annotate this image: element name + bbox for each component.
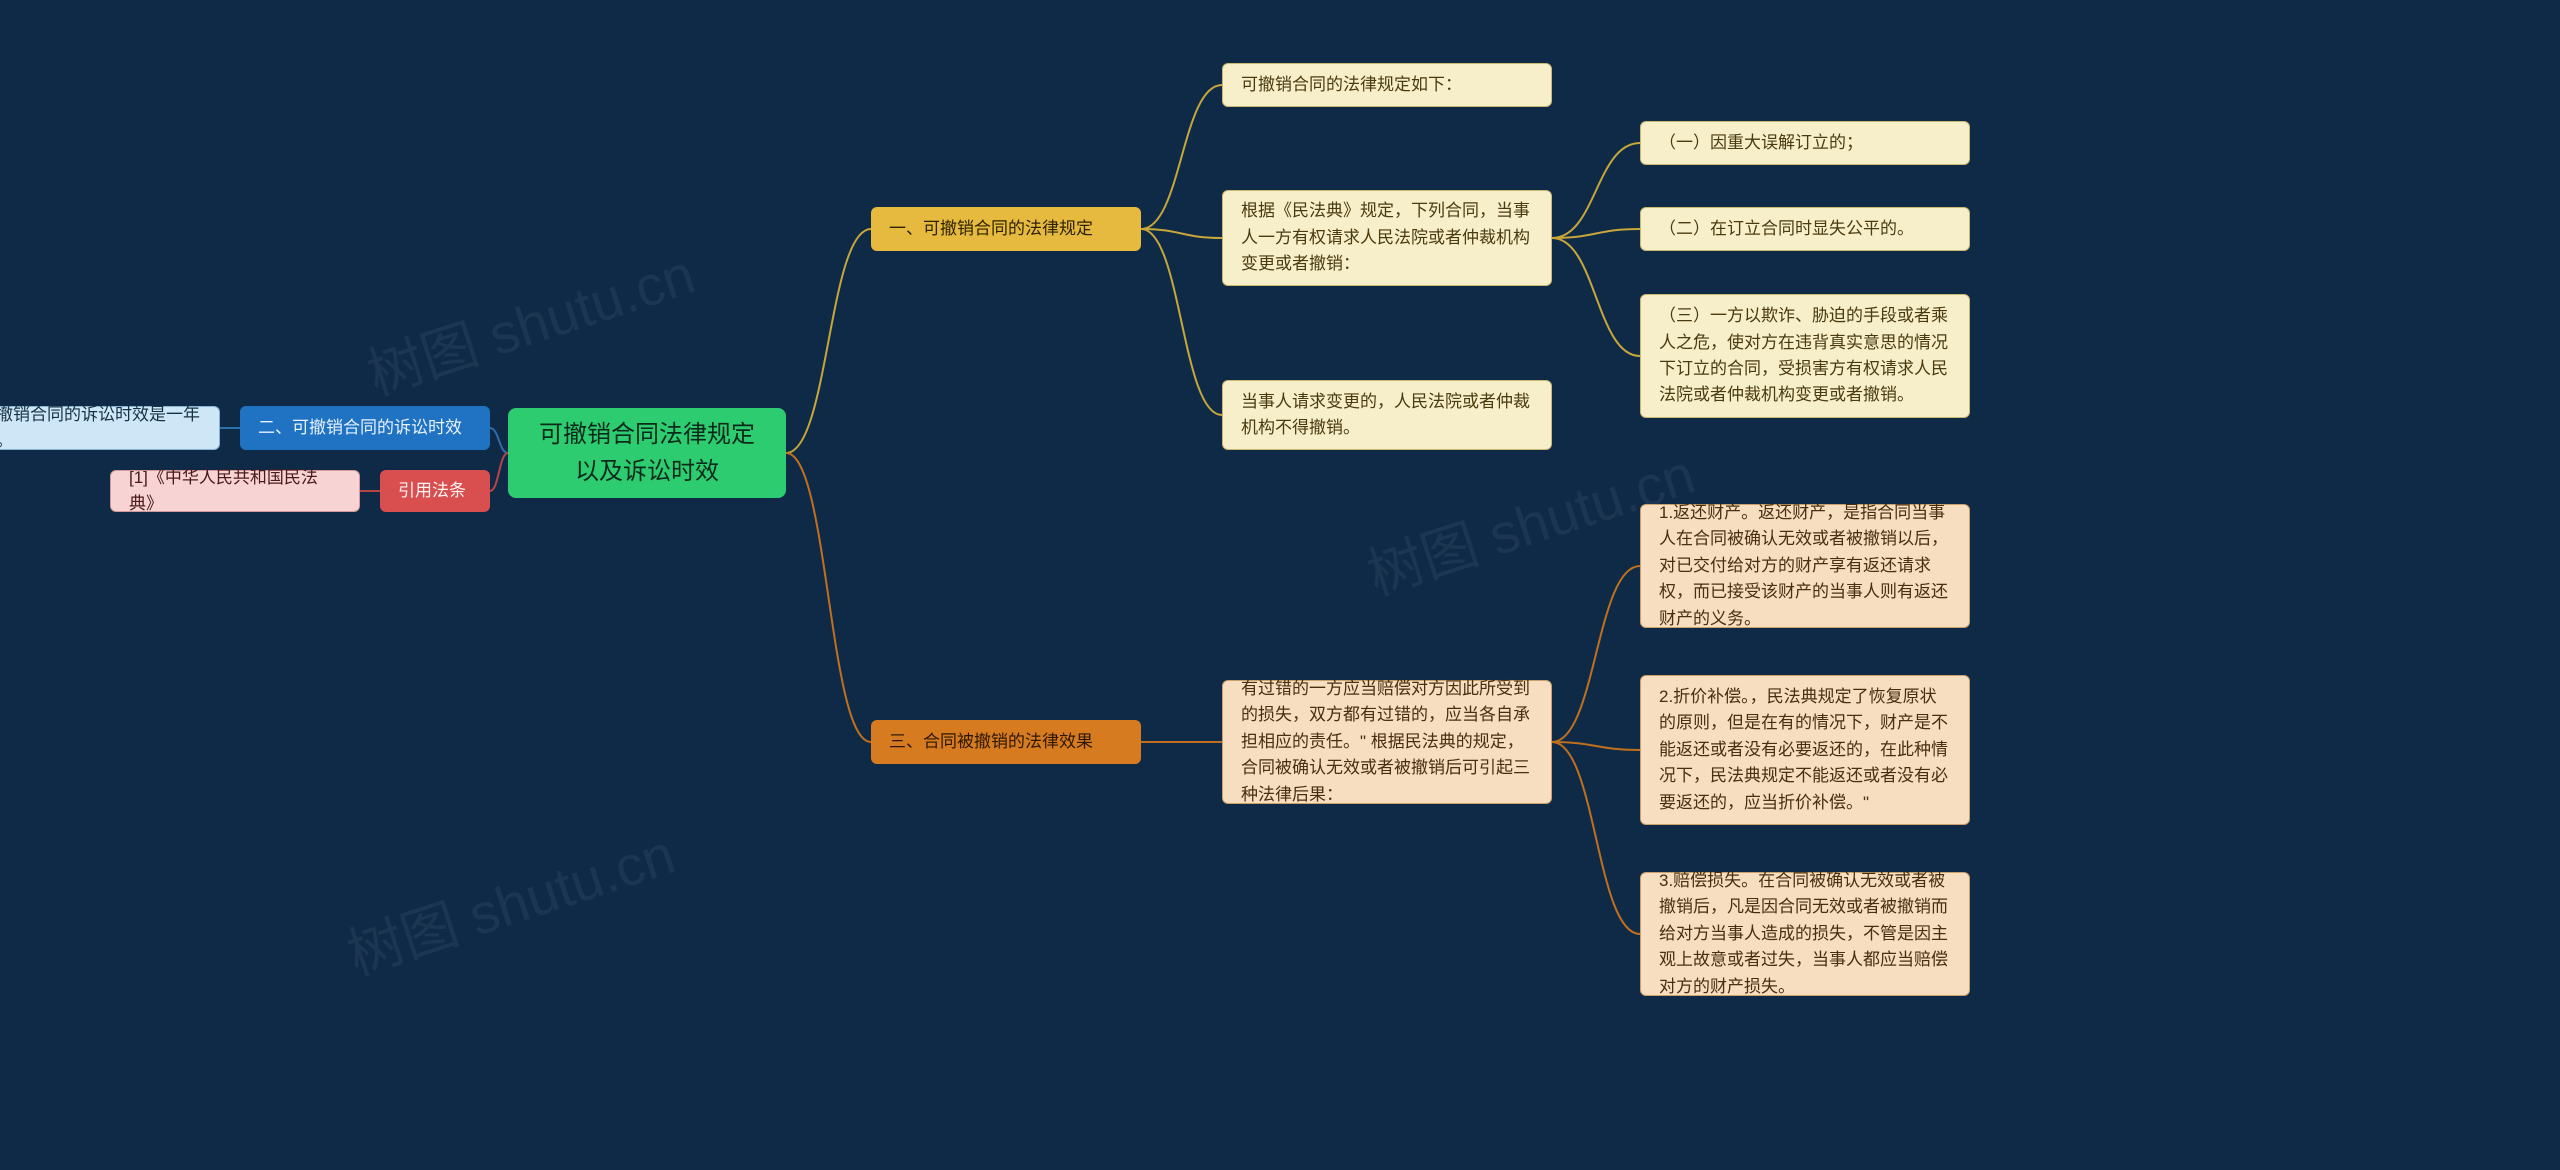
leaf-b3a2[interactable]: 2.折价补偿。，民法典规定了恢复原状的原则，但是在有的情况下，财产是不能返还或者… — [1640, 675, 1970, 825]
watermark: 树图 shutu.cn — [336, 810, 684, 992]
leaf-b3a3-label: 3.赔偿损失。在合同被确认无效或者被撤销后，凡是因合同无效或者被撤销而给对方当事… — [1659, 868, 1951, 1000]
leaf-b1c[interactable]: 当事人请求变更的，人民法院或者仲裁机构不得撤销。 — [1222, 380, 1552, 450]
leaf-b1b-label: 根据《民法典》规定，下列合同，当事人一方有权请求人民法院或者仲裁机构变更或者撤销… — [1241, 198, 1533, 277]
leaf-b1b[interactable]: 根据《民法典》规定，下列合同，当事人一方有权请求人民法院或者仲裁机构变更或者撤销… — [1222, 190, 1552, 286]
branch-1[interactable]: 一、可撤销合同的法律规定 — [871, 207, 1141, 251]
leaf-b3a1-label: 1.返还财产。返还财产，是指合同当事人在合同被确认无效或者被撤销以后，对已交付给… — [1659, 500, 1951, 632]
leaf-b1b3[interactable]: （三）一方以欺诈、胁迫的手段或者乘人之危，使对方在违背真实意思的情况下订立的合同… — [1640, 294, 1970, 418]
leaf-b1b2-label: （二）在订立合同时显失公平的。 — [1659, 216, 1914, 242]
root-label: 可撤销合同法律规定以及诉讼时效 — [528, 416, 766, 490]
mindmap-connectors — [0, 0, 2560, 1170]
watermark: 树图 shutu.cn — [356, 230, 704, 412]
root-node[interactable]: 可撤销合同法律规定以及诉讼时效 — [508, 408, 786, 498]
leaf-b1a[interactable]: 可撤销合同的法律规定如下： — [1222, 63, 1552, 107]
branch-1-label: 一、可撤销合同的法律规定 — [889, 216, 1093, 242]
leaf-b1b1[interactable]: （一）因重大误解订立的； — [1640, 121, 1970, 165]
leaf-b3a-label: 有过错的一方应当赔偿对方因此所受到的损失，双方都有过错的，应当各自承担相应的责任… — [1241, 676, 1533, 808]
leaf-b1b3-label: （三）一方以欺诈、胁迫的手段或者乘人之危，使对方在违背真实意思的情况下订立的合同… — [1659, 303, 1951, 408]
leaf-b3a1[interactable]: 1.返还财产。返还财产，是指合同当事人在合同被确认无效或者被撤销以后，对已交付给… — [1640, 504, 1970, 628]
branch-4[interactable]: 引用法条 — [380, 470, 490, 512]
branch-3[interactable]: 三、合同被撤销的法律效果 — [871, 720, 1141, 764]
leaf-b1c-label: 当事人请求变更的，人民法院或者仲裁机构不得撤销。 — [1241, 389, 1533, 442]
leaf-b1b2[interactable]: （二）在订立合同时显失公平的。 — [1640, 207, 1970, 251]
branch-2-label: 二、可撤销合同的诉讼时效 — [258, 415, 462, 441]
leaf-b1b1-label: （一）因重大误解订立的； — [1659, 130, 1863, 156]
leaf-b1a-label: 可撤销合同的法律规定如下： — [1241, 72, 1462, 98]
leaf-b2a[interactable]: 可撤销合同的诉讼时效是一年内。 — [0, 406, 220, 450]
leaf-b4a[interactable]: [1]《中华人民共和国民法典》 — [110, 470, 360, 512]
leaf-b3a3[interactable]: 3.赔偿损失。在合同被确认无效或者被撤销后，凡是因合同无效或者被撤销而给对方当事… — [1640, 872, 1970, 996]
leaf-b2a-label: 可撤销合同的诉讼时效是一年内。 — [0, 402, 201, 455]
branch-2[interactable]: 二、可撤销合同的诉讼时效 — [240, 406, 490, 450]
branch-4-label: 引用法条 — [398, 478, 466, 504]
leaf-b4a-label: [1]《中华人民共和国民法典》 — [129, 465, 341, 518]
leaf-b3a2-label: 2.折价补偿。，民法典规定了恢复原状的原则，但是在有的情况下，财产是不能返还或者… — [1659, 684, 1951, 816]
branch-3-label: 三、合同被撤销的法律效果 — [889, 729, 1093, 755]
leaf-b3a[interactable]: 有过错的一方应当赔偿对方因此所受到的损失，双方都有过错的，应当各自承担相应的责任… — [1222, 680, 1552, 804]
